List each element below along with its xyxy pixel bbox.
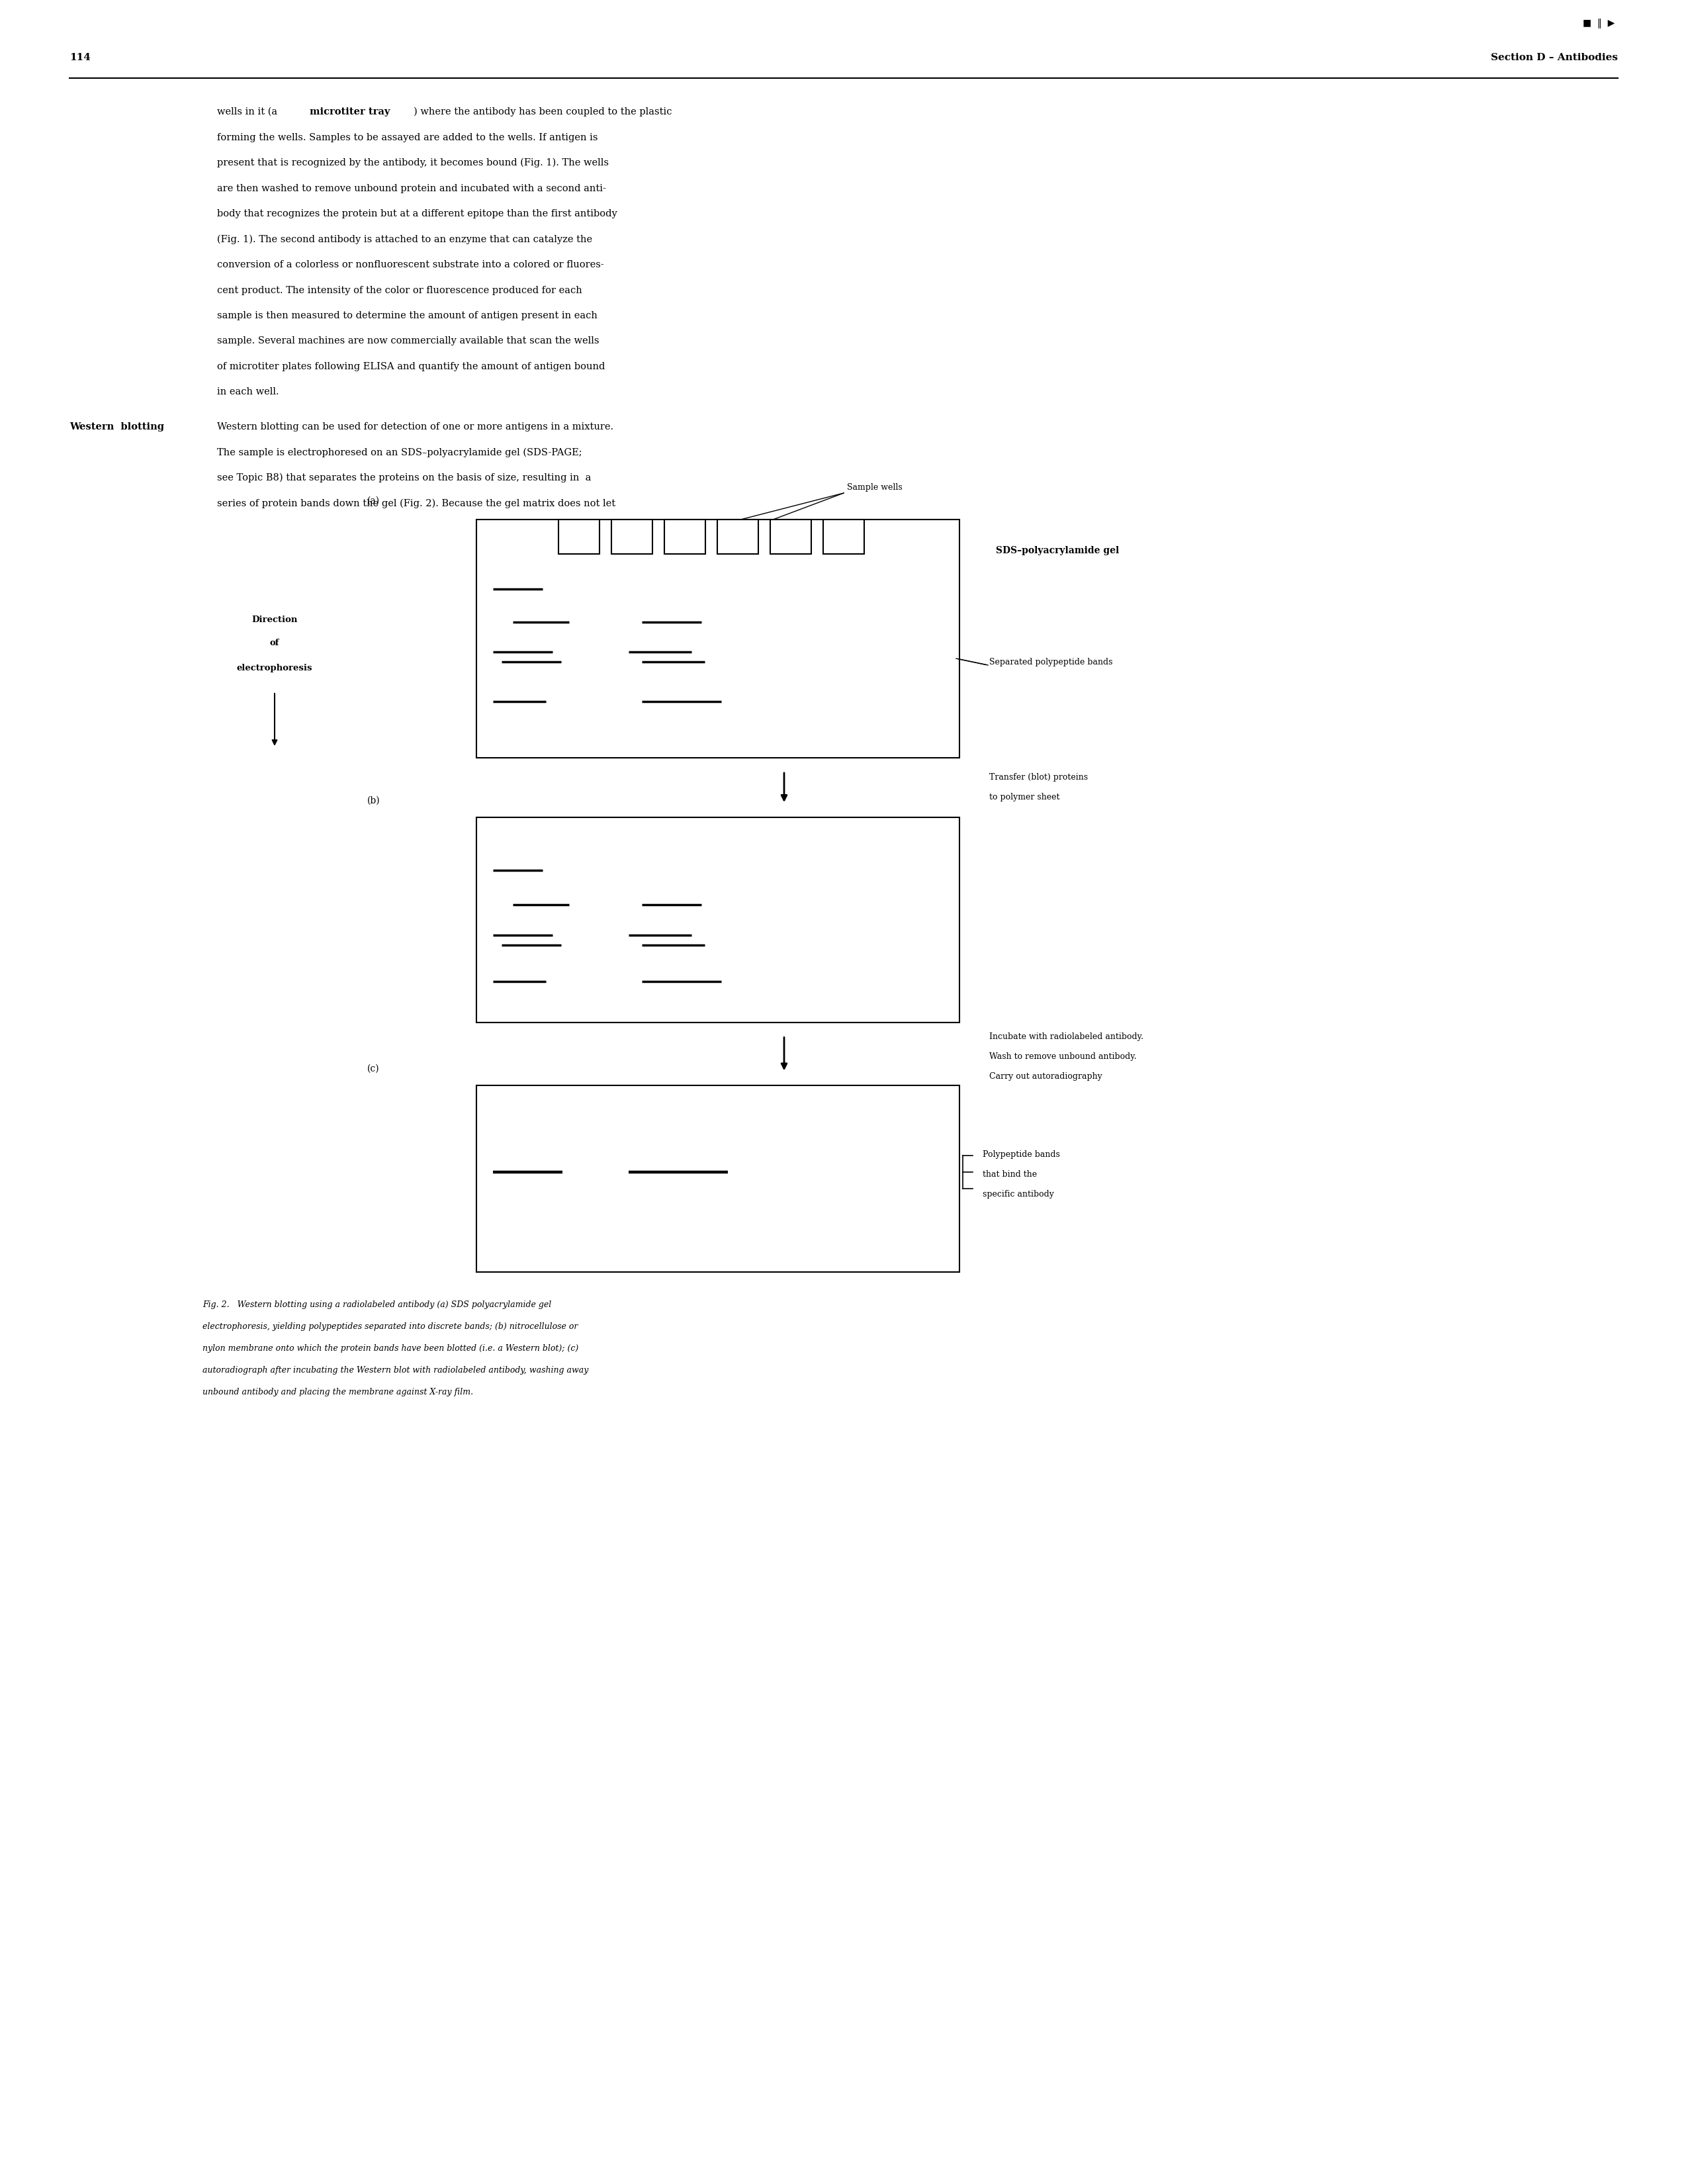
Text: microtiter tray: microtiter tray — [309, 107, 390, 116]
Text: ) where the antibody has been coupled to the plastic: ) where the antibody has been coupled to… — [414, 107, 672, 116]
Text: Transfer (blot) proteins: Transfer (blot) proteins — [989, 773, 1089, 782]
Text: Sample wells: Sample wells — [847, 483, 903, 491]
Text: electrophoresis: electrophoresis — [236, 664, 312, 673]
Bar — [476, 817, 959, 1022]
Bar — [476, 520, 959, 758]
Text: cent product. The intensity of the color or fluorescence produced for each: cent product. The intensity of the color… — [218, 286, 582, 295]
Bar — [665, 520, 706, 555]
Text: Direction: Direction — [252, 616, 297, 625]
Text: body that recognizes the protein but at a different epitope than the first antib: body that recognizes the protein but at … — [218, 210, 618, 218]
Text: 114: 114 — [69, 52, 91, 61]
Text: (c): (c) — [368, 1064, 380, 1075]
Text: Polypeptide bands: Polypeptide bands — [982, 1151, 1060, 1160]
Text: Western blotting can be used for detection of one or more antigens in a mixture.: Western blotting can be used for detecti… — [218, 422, 613, 432]
Bar — [824, 520, 864, 555]
Text: sample. Several machines are now commercially available that scan the wells: sample. Several machines are now commerc… — [218, 336, 599, 345]
Text: (b): (b) — [368, 797, 380, 806]
Text: specific antibody: specific antibody — [982, 1190, 1053, 1199]
Text: see Topic B8) that separates the proteins on the basis of size, resulting in  a: see Topic B8) that separates the protein… — [218, 474, 591, 483]
Text: Wash to remove unbound antibody.: Wash to remove unbound antibody. — [989, 1053, 1136, 1061]
Text: wells in it (a: wells in it (a — [218, 107, 280, 116]
Text: sample is then measured to determine the amount of antigen present in each: sample is then measured to determine the… — [218, 310, 598, 321]
Text: to polymer sheet: to polymer sheet — [989, 793, 1060, 802]
Text: of microtiter plates following ELISA and quantify the amount of antigen bound: of microtiter plates following ELISA and… — [218, 363, 604, 371]
Text: forming the wells. Samples to be assayed are added to the wells. If antigen is: forming the wells. Samples to be assayed… — [218, 133, 598, 142]
Text: The sample is electrophoresed on an SDS–polyacrylamide gel (SDS-PAGE;: The sample is electrophoresed on an SDS–… — [218, 448, 582, 456]
Text: autoradiograph after incubating the Western blot with radiolabeled antibody, was: autoradiograph after incubating the West… — [203, 1365, 589, 1374]
Text: ■  ‖  ▶: ■ ‖ ▶ — [1583, 17, 1614, 28]
Text: in each well.: in each well. — [218, 387, 279, 397]
Bar — [476, 1085, 959, 1271]
Text: unbound antibody and placing the membrane against X-ray film.: unbound antibody and placing the membran… — [203, 1387, 473, 1396]
Text: nylon membrane onto which the protein bands have been blotted (i.e. a Western bl: nylon membrane onto which the protein ba… — [203, 1343, 579, 1352]
Text: are then washed to remove unbound protein and incubated with a second anti-: are then washed to remove unbound protei… — [218, 183, 606, 192]
Text: electrophoresis, yielding polypeptides separated into discrete bands; (b) nitroc: electrophoresis, yielding polypeptides s… — [203, 1321, 577, 1330]
Bar — [717, 520, 758, 555]
Text: of: of — [270, 638, 279, 646]
Text: Carry out autoradiography: Carry out autoradiography — [989, 1072, 1102, 1081]
Text: Incubate with radiolabeled antibody.: Incubate with radiolabeled antibody. — [989, 1033, 1143, 1042]
Bar — [611, 520, 653, 555]
Text: SDS–polyacrylamide gel: SDS–polyacrylamide gel — [996, 546, 1119, 555]
Text: Section D – Antibodies: Section D – Antibodies — [1491, 52, 1617, 61]
Text: (a): (a) — [368, 496, 380, 507]
Text: conversion of a colorless or nonfluorescent substrate into a colored or fluores-: conversion of a colorless or nonfluoresc… — [218, 260, 604, 269]
Text: Western  blotting: Western blotting — [69, 422, 164, 432]
Text: that bind the: that bind the — [982, 1171, 1036, 1179]
Bar — [770, 520, 812, 555]
Text: present that is recognized by the antibody, it becomes bound (Fig. 1). The wells: present that is recognized by the antibo… — [218, 157, 609, 168]
Text: (Fig. 1). The second antibody is attached to an enzyme that can catalyze the: (Fig. 1). The second antibody is attache… — [218, 234, 592, 245]
Text: Separated polypeptide bands: Separated polypeptide bands — [989, 657, 1112, 666]
Text: Fig. 2.   Western blotting using a radiolabeled antibody (a) SDS polyacrylamide : Fig. 2. Western blotting using a radiola… — [203, 1299, 552, 1308]
Text: series of protein bands down the gel (Fig. 2). Because the gel matrix does not l: series of protein bands down the gel (Fi… — [218, 498, 616, 509]
Bar — [559, 520, 599, 555]
